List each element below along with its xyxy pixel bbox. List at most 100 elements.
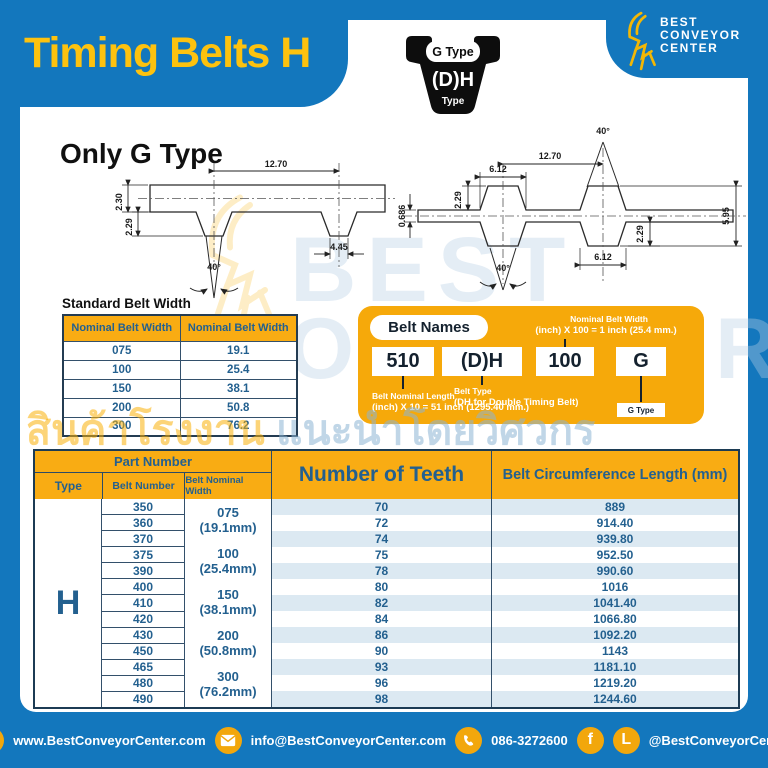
circumference-cell: 1143 [601,644,629,658]
circumference-cell: 1092.20 [492,627,738,643]
width-group-code: 200 [217,627,239,643]
type-value-cell: H [35,499,102,707]
teeth-cell: 93 [272,659,491,675]
circumference-cell: 1016 [601,580,629,594]
type-note-title: Belt Type [454,386,492,396]
width-group-code: 150 [217,587,239,603]
std-nominal-mm: 50.8 [179,397,298,418]
circumference-cell: 1066.80 [593,612,637,626]
width-note-value: (inch) X 100 = 1 inch (25.4 mm.) [535,325,677,336]
length-note-value: (inch) X 10 = 51 inch (1295.40 mm.) [372,402,530,413]
std-nominal-mm: 19.1 [179,340,298,361]
footer-email-link[interactable]: info@BestConveyorCenter.com [250,732,447,748]
circumference-cell: 939.80 [492,531,738,547]
dim-pitch: 12.70 [265,159,288,169]
brand-line-1: BEST [660,15,699,29]
std-nominal-mm: 25.4 [179,359,298,380]
std-nominal-code: 300 [62,416,181,437]
footer-website-link[interactable]: www.BestConveyorCenter.com [13,732,206,748]
belt-number-cell: 375 [102,547,184,564]
belt-name-segment-g: G [616,347,666,376]
only-g-type-heading: Only G Type [60,138,223,169]
std-nominal-code: 075 [62,340,181,361]
badge-type-label: Type [442,96,465,107]
teeth-cell: 86 [272,627,491,643]
belt-number-cell: 490 [132,692,154,707]
main-belt-table: Part Number Type Belt Number Belt Nomina… [33,449,740,709]
circumference-cell: 1181.10 [492,659,738,675]
footer-phone[interactable]: 086-3272600 [491,732,568,748]
width-note-title: Nominal Belt Width [570,314,648,324]
teeth-cell: 84 [374,612,389,626]
dim-thickness: 2.30 [114,193,124,211]
teeth-cell: 75 [374,548,389,562]
width-group-code: 300 [217,668,239,684]
dim-angle-top: 40° [596,126,610,136]
belt-nominal-width-column-header: Belt Nominal Width [184,473,271,499]
line-icon[interactable]: L [612,726,640,754]
width-group-mm: (25.4mm) [199,561,257,577]
leader-line [640,376,642,402]
length-note-title: Belt Nominal Length [372,391,455,401]
std-col-header: Nominal Belt Width [62,314,181,342]
dim-bottom-tooth-height: 2.29 [635,225,645,243]
belt-number-cell: 410 [102,595,184,612]
width-group-code: 075 [217,505,239,521]
std-nominal-code: 100 [62,359,181,380]
belt-nominal-width-column: 075 (19.1mm) 100 (25.4mm) 150 (38.1mm) [185,499,272,707]
teeth-cell: 90 [374,644,389,658]
footer-contact-bar: www.BestConveyorCenter.com info@BestConv… [0,712,768,768]
phone-icon [455,726,483,754]
std-nominal-code: 150 [62,378,181,399]
belt-name-segment-length: 510 [372,347,434,376]
std-nominal-mm: 76.2 [179,416,298,437]
teeth-cell: 72 [374,516,389,530]
belt-number-column-header: Belt Number [101,473,185,499]
brand-name: BEST CONVEYOR CENTER [660,15,741,56]
standard-belt-width-table: Nominal Belt Width Nominal Belt Width 07… [62,314,298,437]
circumference-column-header: Belt Circumference Length (mm) [502,467,728,483]
teeth-cell: 96 [374,676,389,690]
belt-number-cell: 450 [102,644,184,660]
brand-line-2: CONVEYOR [660,28,741,43]
std-table-row: 200 50.8 [62,397,298,418]
belt-number-cell: 430 [102,628,184,644]
belt-number-cell: 350 [102,499,184,516]
main-table-body: H 350 360 370 375 390 400 410 420 [35,499,738,707]
footer-social-handle[interactable]: @BestConveyorCenter [648,732,768,748]
belt-number-cell: 420 [102,612,184,628]
width-group: 075 (19.1mm) [185,506,271,536]
std-nominal-mm: 38.1 [179,378,298,399]
width-group-mm: (19.1mm) [199,520,257,536]
leader-line [402,376,404,389]
teeth-column: 70 72 74 75 78 80 82 84 86 90 [272,499,492,707]
main-table-header: Part Number Type Belt Number Belt Nomina… [35,451,738,499]
page-title-block: Timing Belts H [0,0,348,107]
dim-band-thickness: 0.686 [398,205,407,228]
circumference-cell: 1219.20 [593,676,637,690]
belt-names-box: Belt Names Nominal Belt Width (inch) X 1… [358,306,704,424]
type-note-value: (DH for Double Timing Belt) [454,397,579,408]
teeth-cell: 98 [272,691,491,707]
page-title: Timing Belts H [24,29,311,77]
belt-number-cell: 400 [102,579,184,596]
dim-angle-bottom: 40° [496,263,510,273]
circumference-cell: 952.50 [596,548,634,562]
teeth-cell: 74 [272,531,491,547]
teeth-column-header: Number of Teeth [272,451,492,499]
globe-icon [0,726,5,754]
belt-number-cell: 480 [102,676,184,692]
circumference-cell: 889 [492,499,738,515]
part-number-header: Part Number [35,451,271,473]
double-belt-profile-drawing: 40° 12.70 6.12 2.29 0.686 5.95 2.29 6.12… [398,126,746,291]
std-table-row: 075 19.1 [62,340,298,361]
leader-line [481,376,483,385]
dim-top-tooth-height: 2.29 [453,191,463,209]
facebook-icon[interactable]: f [576,726,604,754]
deer-icon [628,11,656,71]
std-table-row: 150 38.1 [62,378,298,399]
belt-number-column: 350 360 370 375 390 400 410 420 430 [102,499,185,707]
type-column-header: Type [54,479,82,493]
belt-number-cell: 465 [102,660,184,676]
